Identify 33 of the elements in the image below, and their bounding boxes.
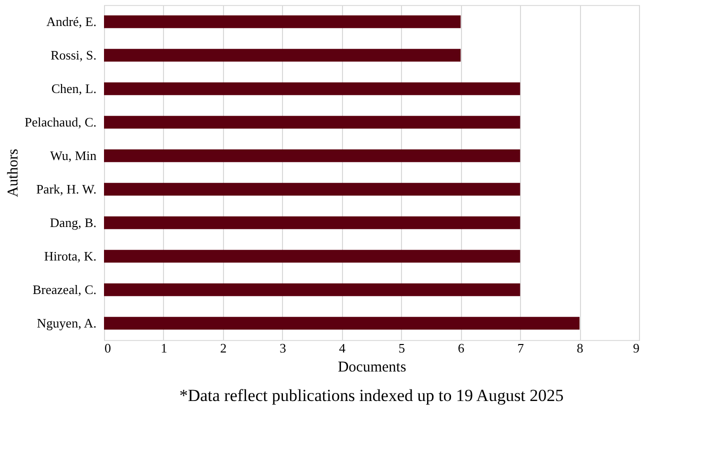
y-tick-label: Rossi, S. bbox=[50, 47, 96, 62]
bar bbox=[104, 15, 461, 28]
bar bbox=[104, 48, 461, 62]
y-tick-label: Breazeal, C. bbox=[32, 282, 96, 297]
y-tick-label: Wu, Min bbox=[50, 148, 97, 163]
y-tick-label: Dang, B. bbox=[50, 214, 96, 230]
x-tick-label: 6 bbox=[458, 340, 465, 356]
x-tick-label: 4 bbox=[339, 340, 346, 356]
bar bbox=[104, 216, 520, 230]
x-tick-label: 1 bbox=[160, 340, 168, 356]
y-tick-label: Hirota, K. bbox=[44, 248, 96, 264]
bar bbox=[104, 182, 520, 196]
bar bbox=[104, 283, 520, 296]
x-tick-label: 7 bbox=[517, 340, 524, 356]
y-tick-label: Park, H. W. bbox=[36, 181, 96, 196]
text: *Data reflect publications indexed up to 19 August 2025 bbox=[179, 386, 564, 405]
bar bbox=[104, 82, 520, 96]
bar bbox=[104, 250, 520, 263]
x-axis-title: Documents bbox=[338, 360, 406, 376]
y-tick-label: Pelachaud, C. bbox=[24, 114, 96, 130]
y-tick-label: André, E. bbox=[46, 14, 96, 29]
bar bbox=[104, 149, 520, 162]
y-tick-label: Chen, L. bbox=[51, 80, 96, 96]
x-tick-label: 5 bbox=[398, 340, 405, 356]
x-tick-label: 0 bbox=[104, 340, 111, 356]
x-tick-label: 8 bbox=[576, 340, 584, 356]
x-tick-label: 9 bbox=[633, 340, 640, 356]
x-tick-label: 3 bbox=[280, 340, 286, 356]
y-axis-title: Authors bbox=[6, 148, 22, 198]
x-tick-label: 2 bbox=[220, 340, 227, 356]
bar bbox=[104, 116, 520, 129]
bar bbox=[104, 316, 580, 330]
y-tick-label: Nguyen, A. bbox=[36, 315, 96, 330]
